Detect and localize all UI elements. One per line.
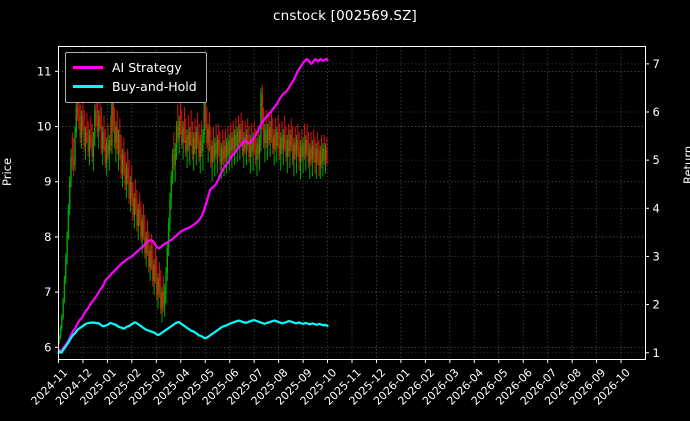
y-axis-left-ticks: 6 7 8 9 10 11 bbox=[37, 64, 59, 354]
svg-text:3: 3 bbox=[653, 249, 660, 263]
svg-text:5: 5 bbox=[653, 153, 660, 167]
svg-text:6: 6 bbox=[44, 340, 51, 354]
svg-text:11: 11 bbox=[37, 64, 52, 78]
svg-text:2: 2 bbox=[653, 298, 660, 312]
legend-swatch-ai-strategy bbox=[73, 66, 103, 69]
svg-text:9: 9 bbox=[44, 175, 51, 189]
x-axis-ticks: 2024-112024-122025-012025-022025-032025-… bbox=[29, 359, 633, 408]
svg-text:1: 1 bbox=[653, 346, 660, 360]
chart-legend: AI Strategy Buy-and-Hold bbox=[65, 52, 207, 103]
svg-text:8: 8 bbox=[44, 230, 51, 244]
chart-title: cnstock [002569.SZ] bbox=[272, 8, 418, 24]
line-series bbox=[57, 57, 329, 354]
legend-label-buy-and-hold: Buy-and-Hold bbox=[112, 79, 197, 94]
legend-item-ai-strategy: AI Strategy bbox=[73, 58, 197, 77]
candlestick-series bbox=[58, 85, 328, 345]
legend-item-buy-and-hold: Buy-and-Hold bbox=[73, 77, 197, 96]
y-axis-right-ticks: 1 2 3 4 5 6 7 bbox=[645, 57, 660, 360]
svg-text:6: 6 bbox=[653, 105, 660, 119]
svg-text:7: 7 bbox=[44, 285, 51, 299]
svg-text:4: 4 bbox=[653, 201, 660, 215]
svg-text:7: 7 bbox=[653, 57, 660, 71]
legend-label-ai-strategy: AI Strategy bbox=[112, 60, 182, 75]
svg-text:10: 10 bbox=[37, 120, 52, 134]
legend-swatch-buy-and-hold bbox=[73, 85, 103, 88]
